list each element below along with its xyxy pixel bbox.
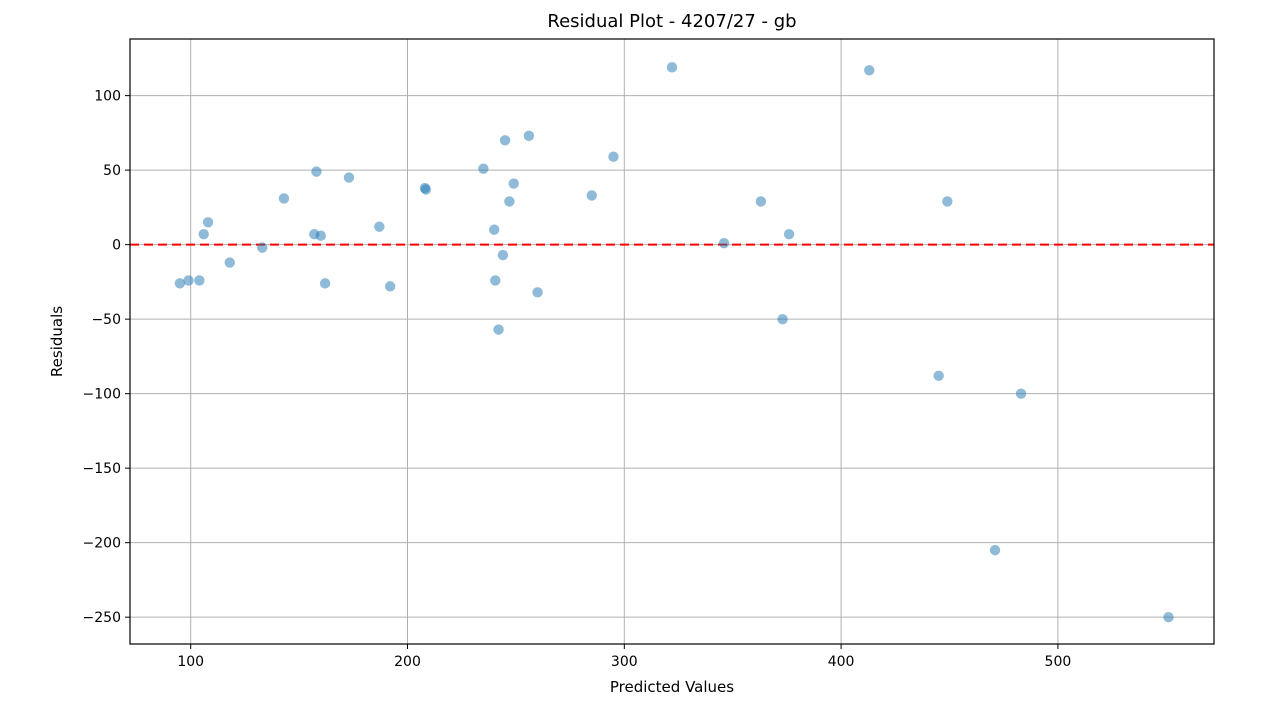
data-point [608,151,619,162]
data-point [194,275,205,286]
y-tick-label: 100 [94,89,121,105]
data-point [278,193,290,204]
data-point [319,278,331,289]
data-point [497,249,509,261]
data-point [755,196,767,207]
data-point [374,221,385,232]
y-tick-label: 50 [103,163,121,179]
y-tick-label: −200 [83,536,121,552]
data-point [311,166,322,177]
data-point [504,196,515,207]
data-point [315,230,326,241]
y-tick-label: 0 [112,238,121,254]
data-point [489,224,500,235]
data-point [198,229,209,240]
y-tick-label: −250 [83,610,121,626]
y-tick-label: −150 [83,461,121,477]
data-point [532,287,543,298]
data-point [183,275,194,286]
data-point [224,257,235,268]
data-point [933,370,944,381]
x-tick-label: 200 [394,654,421,670]
y-tick-label: −100 [83,387,121,403]
plot-frame [129,38,1215,645]
data-point [174,278,186,289]
data-point [1163,611,1174,623]
data-point [777,313,788,325]
x-tick-label: 500 [1045,654,1072,670]
data-point [343,172,355,183]
data-point [384,281,396,292]
data-point [586,190,597,201]
data-point [493,324,504,335]
y-tick-label: −50 [91,312,121,328]
data-point [499,135,511,146]
data-point [523,130,535,142]
data-point [202,217,214,228]
y-axis-label: Residuals [48,306,66,377]
x-tick-label: 100 [177,654,204,670]
data-point [1015,388,1027,399]
grid-lines [130,39,1214,644]
data-point [478,163,489,174]
data-points [174,62,1174,623]
data-point [257,242,268,253]
x-tick-label: 400 [828,654,855,670]
data-point [989,544,1001,556]
data-point [508,178,519,189]
data-point [718,237,730,249]
x-axis-label: Predicted Values [610,678,734,696]
data-point [783,229,795,240]
x-tick-label: 300 [611,654,638,670]
chart-title: Residual Plot - 4207/27 - gb [547,11,796,32]
data-point [666,62,678,73]
data-point [942,196,953,207]
data-point [490,275,501,286]
data-point [420,184,432,195]
data-point [864,65,875,76]
